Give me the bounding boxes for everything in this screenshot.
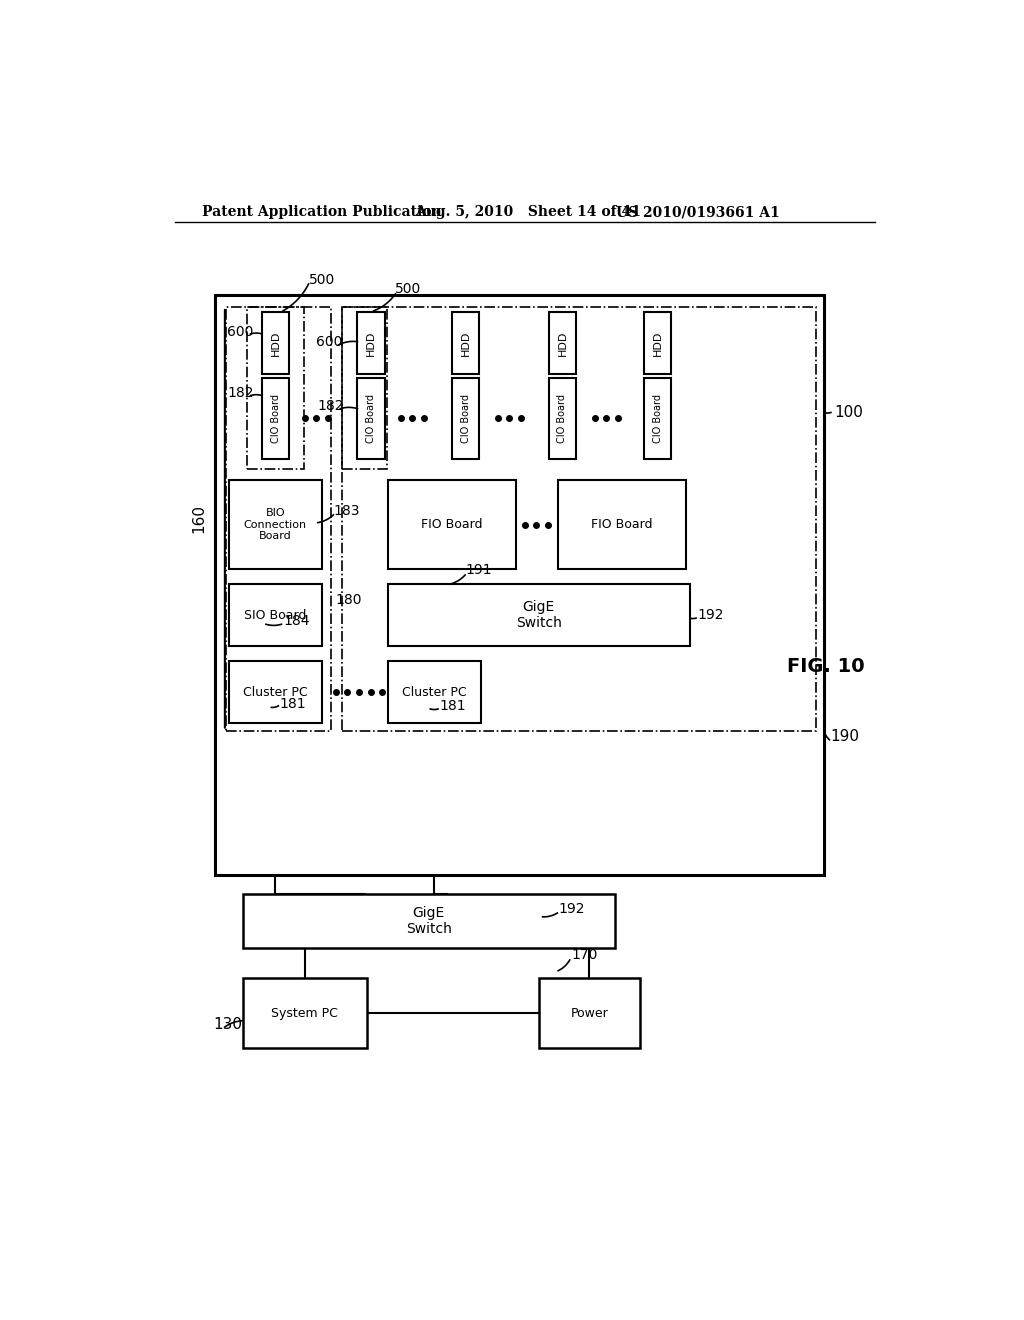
Text: CIO Board: CIO Board bbox=[366, 393, 376, 442]
Bar bbox=[357, 313, 385, 374]
Bar bbox=[228, 480, 322, 569]
Bar bbox=[452, 313, 479, 374]
Bar bbox=[247, 308, 304, 469]
Bar bbox=[558, 480, 686, 569]
Bar bbox=[549, 313, 575, 374]
Text: FIO Board: FIO Board bbox=[421, 517, 482, 531]
Text: 184: 184 bbox=[283, 614, 309, 628]
Bar bbox=[243, 894, 614, 948]
Text: FIG. 10: FIG. 10 bbox=[786, 657, 864, 676]
Text: CIO Board: CIO Board bbox=[461, 393, 470, 442]
Bar bbox=[452, 378, 479, 459]
Text: FIO Board: FIO Board bbox=[591, 517, 653, 531]
Bar bbox=[215, 296, 824, 875]
Bar bbox=[388, 480, 515, 569]
Text: HDD: HDD bbox=[461, 330, 470, 356]
Bar bbox=[342, 308, 816, 730]
Bar bbox=[357, 378, 385, 459]
Text: 160: 160 bbox=[191, 504, 207, 533]
Bar bbox=[549, 378, 575, 459]
Text: 190: 190 bbox=[830, 729, 859, 744]
Text: HDD: HDD bbox=[652, 330, 663, 356]
Text: 181: 181 bbox=[280, 697, 306, 710]
Text: 181: 181 bbox=[439, 698, 466, 713]
Text: GigE
Switch: GigE Switch bbox=[406, 906, 452, 936]
Text: 130: 130 bbox=[213, 1018, 243, 1032]
Text: CIO Board: CIO Board bbox=[270, 393, 281, 442]
Text: Power: Power bbox=[570, 1007, 608, 1019]
Bar bbox=[228, 585, 322, 645]
Text: 191: 191 bbox=[465, 564, 492, 577]
Text: 183: 183 bbox=[334, 504, 359, 517]
Text: GigE
Switch: GigE Switch bbox=[516, 599, 562, 630]
Text: Cluster PC: Cluster PC bbox=[401, 685, 467, 698]
Bar bbox=[228, 661, 322, 723]
Bar bbox=[644, 378, 672, 459]
Text: CIO Board: CIO Board bbox=[652, 393, 663, 442]
Text: 600: 600 bbox=[227, 325, 254, 339]
Text: 192: 192 bbox=[697, 609, 724, 622]
Bar bbox=[644, 313, 672, 374]
Text: Aug. 5, 2010   Sheet 14 of 41: Aug. 5, 2010 Sheet 14 of 41 bbox=[415, 206, 641, 219]
Text: US 2010/0193661 A1: US 2010/0193661 A1 bbox=[616, 206, 780, 219]
Text: Patent Application Publication: Patent Application Publication bbox=[202, 206, 441, 219]
Text: System PC: System PC bbox=[271, 1007, 338, 1019]
Text: Cluster PC: Cluster PC bbox=[243, 685, 307, 698]
Text: 192: 192 bbox=[558, 902, 585, 916]
Bar bbox=[388, 585, 690, 645]
Bar bbox=[539, 978, 640, 1048]
Text: 100: 100 bbox=[835, 405, 863, 420]
Text: 500: 500 bbox=[395, 282, 422, 296]
Bar bbox=[262, 378, 289, 459]
Text: 500: 500 bbox=[308, 273, 335, 286]
Text: CIO Board: CIO Board bbox=[557, 393, 567, 442]
Text: HDD: HDD bbox=[557, 330, 567, 356]
Bar bbox=[388, 661, 480, 723]
Bar bbox=[262, 313, 289, 374]
Text: SIO Board: SIO Board bbox=[244, 609, 306, 622]
Bar bbox=[342, 308, 387, 469]
Text: 182: 182 bbox=[227, 387, 254, 400]
Text: 600: 600 bbox=[316, 335, 343, 348]
Text: 170: 170 bbox=[571, 948, 598, 962]
Text: BIO
Connection
Board: BIO Connection Board bbox=[244, 508, 307, 541]
Bar bbox=[226, 308, 331, 730]
Text: 182: 182 bbox=[317, 400, 344, 413]
Text: HDD: HDD bbox=[270, 330, 281, 356]
Text: 180: 180 bbox=[336, 593, 362, 607]
Bar bbox=[243, 978, 367, 1048]
Text: HDD: HDD bbox=[366, 330, 376, 356]
